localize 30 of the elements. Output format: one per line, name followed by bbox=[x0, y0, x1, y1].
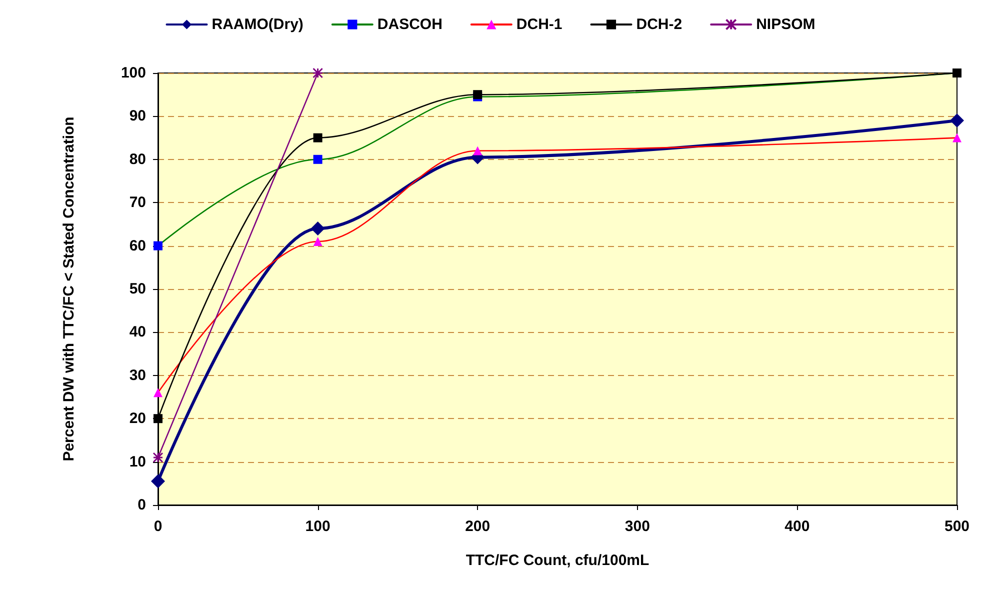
point bbox=[313, 133, 322, 142]
y-tick-label: 70 bbox=[129, 194, 146, 212]
x-tick-label: 200 bbox=[465, 518, 490, 535]
y-tick-label: 30 bbox=[129, 366, 146, 384]
y-tick-label: 60 bbox=[129, 237, 146, 254]
point bbox=[152, 452, 164, 463]
point bbox=[310, 222, 325, 236]
x-tick-label: 0 bbox=[154, 518, 162, 535]
x-tick-label: 400 bbox=[784, 518, 810, 535]
y-tick-label: 80 bbox=[129, 150, 146, 168]
y-tick-label: 10 bbox=[129, 453, 146, 470]
y-tick-label: 50 bbox=[129, 280, 146, 298]
legend-label: DASCOH bbox=[377, 16, 442, 33]
y-tick-label: 100 bbox=[120, 64, 146, 82]
y-tick-label: 90 bbox=[129, 108, 146, 125]
legend-label: NIPSOM bbox=[756, 16, 816, 33]
x-tick-label: 500 bbox=[944, 518, 970, 535]
y-tick-label: 40 bbox=[129, 324, 146, 341]
point bbox=[950, 114, 964, 128]
point bbox=[151, 474, 165, 488]
x-axis-title: TTC/FC Count, cfu/100mL bbox=[466, 552, 650, 569]
y-axis-title: Percent DW with TTC/FC < Stated Concentration bbox=[60, 116, 78, 462]
point bbox=[312, 68, 324, 78]
x-tick-label: 100 bbox=[305, 518, 330, 535]
legend-label: RAAMO(Dry) bbox=[212, 16, 304, 33]
y-tick-label: 0 bbox=[138, 496, 146, 514]
y-tick-label: 20 bbox=[129, 410, 146, 428]
legend-label: DCH-2 bbox=[636, 16, 682, 33]
x-tick-label: 300 bbox=[624, 518, 650, 535]
legend-label: DCH-1 bbox=[516, 16, 562, 33]
